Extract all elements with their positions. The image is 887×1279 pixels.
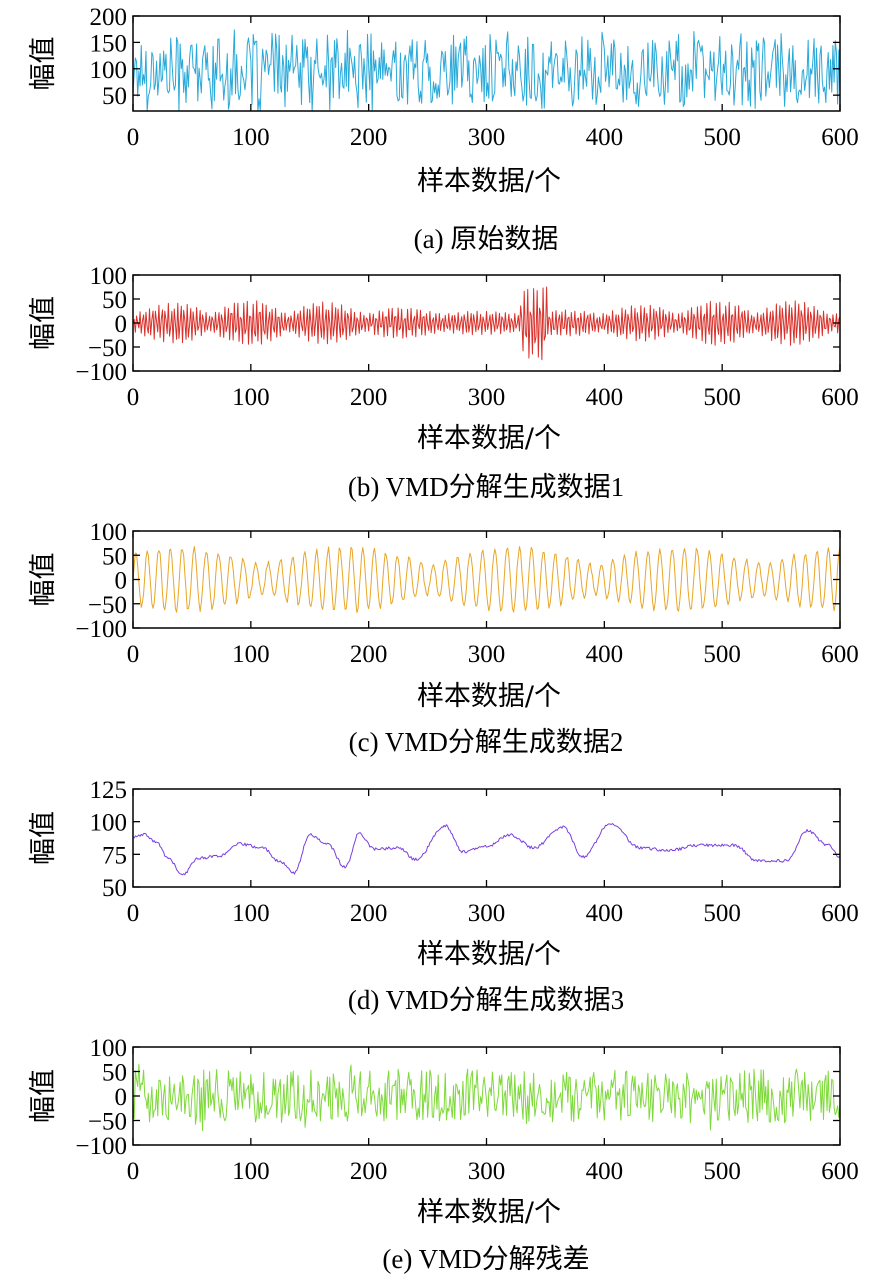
chart-2-xlabel: 样本数据/个 (417, 423, 561, 454)
chart-5-caption: (e) VMD分解残差 (382, 1244, 589, 1274)
chart-1-xtick-label: 600 (821, 124, 859, 151)
chart-4-xtick-label: 600 (821, 900, 859, 927)
chart-4-xtick-label: 400 (586, 900, 624, 927)
chart-5-xtick-label: 100 (232, 1158, 270, 1185)
chart-4-caption: (d) VMD分解生成数据3 (348, 985, 624, 1015)
chart-2-ytick-label: 0 (115, 311, 128, 338)
chart-3-xtick-label: 0 (127, 641, 140, 668)
chart-1-ytick-label: 100 (90, 57, 128, 84)
chart-3-caption: (c) VMD分解生成数据2 (349, 727, 624, 757)
chart-2-series-line (132, 286, 841, 361)
chart-3-series-line (132, 545, 841, 614)
chart-5-ytick-label: −50 (88, 1109, 127, 1136)
chart-3-xtick-label: 500 (703, 641, 741, 668)
chart-3-xtick-label: 400 (586, 641, 624, 668)
chart-3-ylabel: 幅值 (28, 553, 59, 607)
chart-4-xlabel: 样本数据/个 (417, 939, 561, 970)
chart-5-ytick-label: 0 (115, 1084, 128, 1111)
chart-2-xtick-label: 100 (232, 384, 270, 411)
chart-2-caption: (b) VMD分解生成数据1 (348, 472, 624, 502)
chart-1-ytick-label: 150 (90, 30, 128, 57)
chart-1-xtick-label: 300 (468, 124, 506, 151)
chart-2-ytick-label: 50 (102, 287, 127, 314)
chart-3-axes-frame (132, 530, 841, 629)
chart-3-ytick-label: 100 (90, 519, 128, 546)
chart-2-ytick-label: −50 (88, 335, 127, 362)
chart-1-xlabel: 样本数据/个 (417, 166, 561, 197)
chart-1-series-line (132, 29, 841, 112)
chart-5-xlabel: 样本数据/个 (417, 1197, 561, 1228)
chart-2-xtick-label: 0 (127, 384, 140, 411)
chart-1-xtick-label: 500 (703, 124, 741, 151)
chart-5-ytick-label: −100 (75, 1133, 127, 1160)
chart-3-ytick-label: −100 (75, 616, 127, 643)
chart-2-xtick-label: 600 (821, 384, 859, 411)
chart-4-ytick-label: 125 (90, 777, 128, 804)
chart-2-xtick-label: 400 (586, 384, 624, 411)
chart-3-xtick-label: 300 (468, 641, 506, 668)
chart-3-xtick-label: 600 (821, 641, 859, 668)
chart-3-xlabel: 样本数据/个 (417, 681, 561, 712)
chart-4-series-line (132, 823, 841, 876)
chart-5-xtick-label: 300 (468, 1158, 506, 1185)
chart-4-xtick-label: 500 (703, 900, 741, 927)
chart-4-axes-frame (132, 788, 841, 888)
chart-1-xtick-label: 100 (232, 124, 270, 151)
chart-4-ytick-label: 75 (102, 842, 127, 869)
chart-1-xtick-label: 200 (350, 124, 388, 151)
chart-2-xtick-label: 500 (703, 384, 741, 411)
chart-2-xtick-label: 200 (350, 384, 388, 411)
chart-3-ytick-label: 0 (115, 568, 128, 595)
chart-1-ylabel: 幅值 (28, 37, 59, 91)
chart-5-xtick-label: 500 (703, 1158, 741, 1185)
chart-2-xtick-label: 300 (468, 384, 506, 411)
chart-3-xtick-label: 200 (350, 641, 388, 668)
chart-4-xtick-label: 200 (350, 900, 388, 927)
chart-5-ytick-label: 100 (90, 1035, 128, 1062)
chart-4-xtick-label: 100 (232, 900, 270, 927)
chart-5-xtick-label: 200 (350, 1158, 388, 1185)
chart-1-caption: (a) 原始数据 (414, 224, 559, 254)
chart-2-axes-frame (132, 274, 841, 372)
chart-2-ytick-label: 100 (90, 263, 128, 290)
chart-3-ytick-label: 50 (102, 543, 127, 570)
chart-1-xtick-label: 400 (586, 124, 624, 151)
chart-4-xtick-label: 300 (468, 900, 506, 927)
chart-2-ytick-label: −100 (75, 359, 127, 386)
chart-1-xtick-label: 0 (127, 124, 140, 151)
chart-3-ytick-label: −50 (88, 592, 127, 619)
chart-2-ylabel: 幅值 (28, 296, 59, 350)
chart-5-ylabel: 幅值 (28, 1069, 59, 1123)
chart-4-xtick-label: 0 (127, 900, 140, 927)
chart-5-xtick-label: 600 (821, 1158, 859, 1185)
chart-4-ytick-label: 100 (90, 810, 128, 837)
chart-5-series-line (132, 1063, 841, 1132)
chart-1-ytick-label: 50 (102, 83, 127, 110)
chart-3-xtick-label: 100 (232, 641, 270, 668)
chart-5-ytick-label: 50 (102, 1060, 127, 1087)
chart-1-ytick-label: 200 (90, 4, 128, 31)
chart-4-ytick-label: 50 (102, 875, 127, 902)
chart-5-xtick-label: 0 (127, 1158, 140, 1185)
chart-4-ylabel: 幅值 (28, 811, 59, 865)
chart-5-xtick-label: 400 (586, 1158, 624, 1185)
